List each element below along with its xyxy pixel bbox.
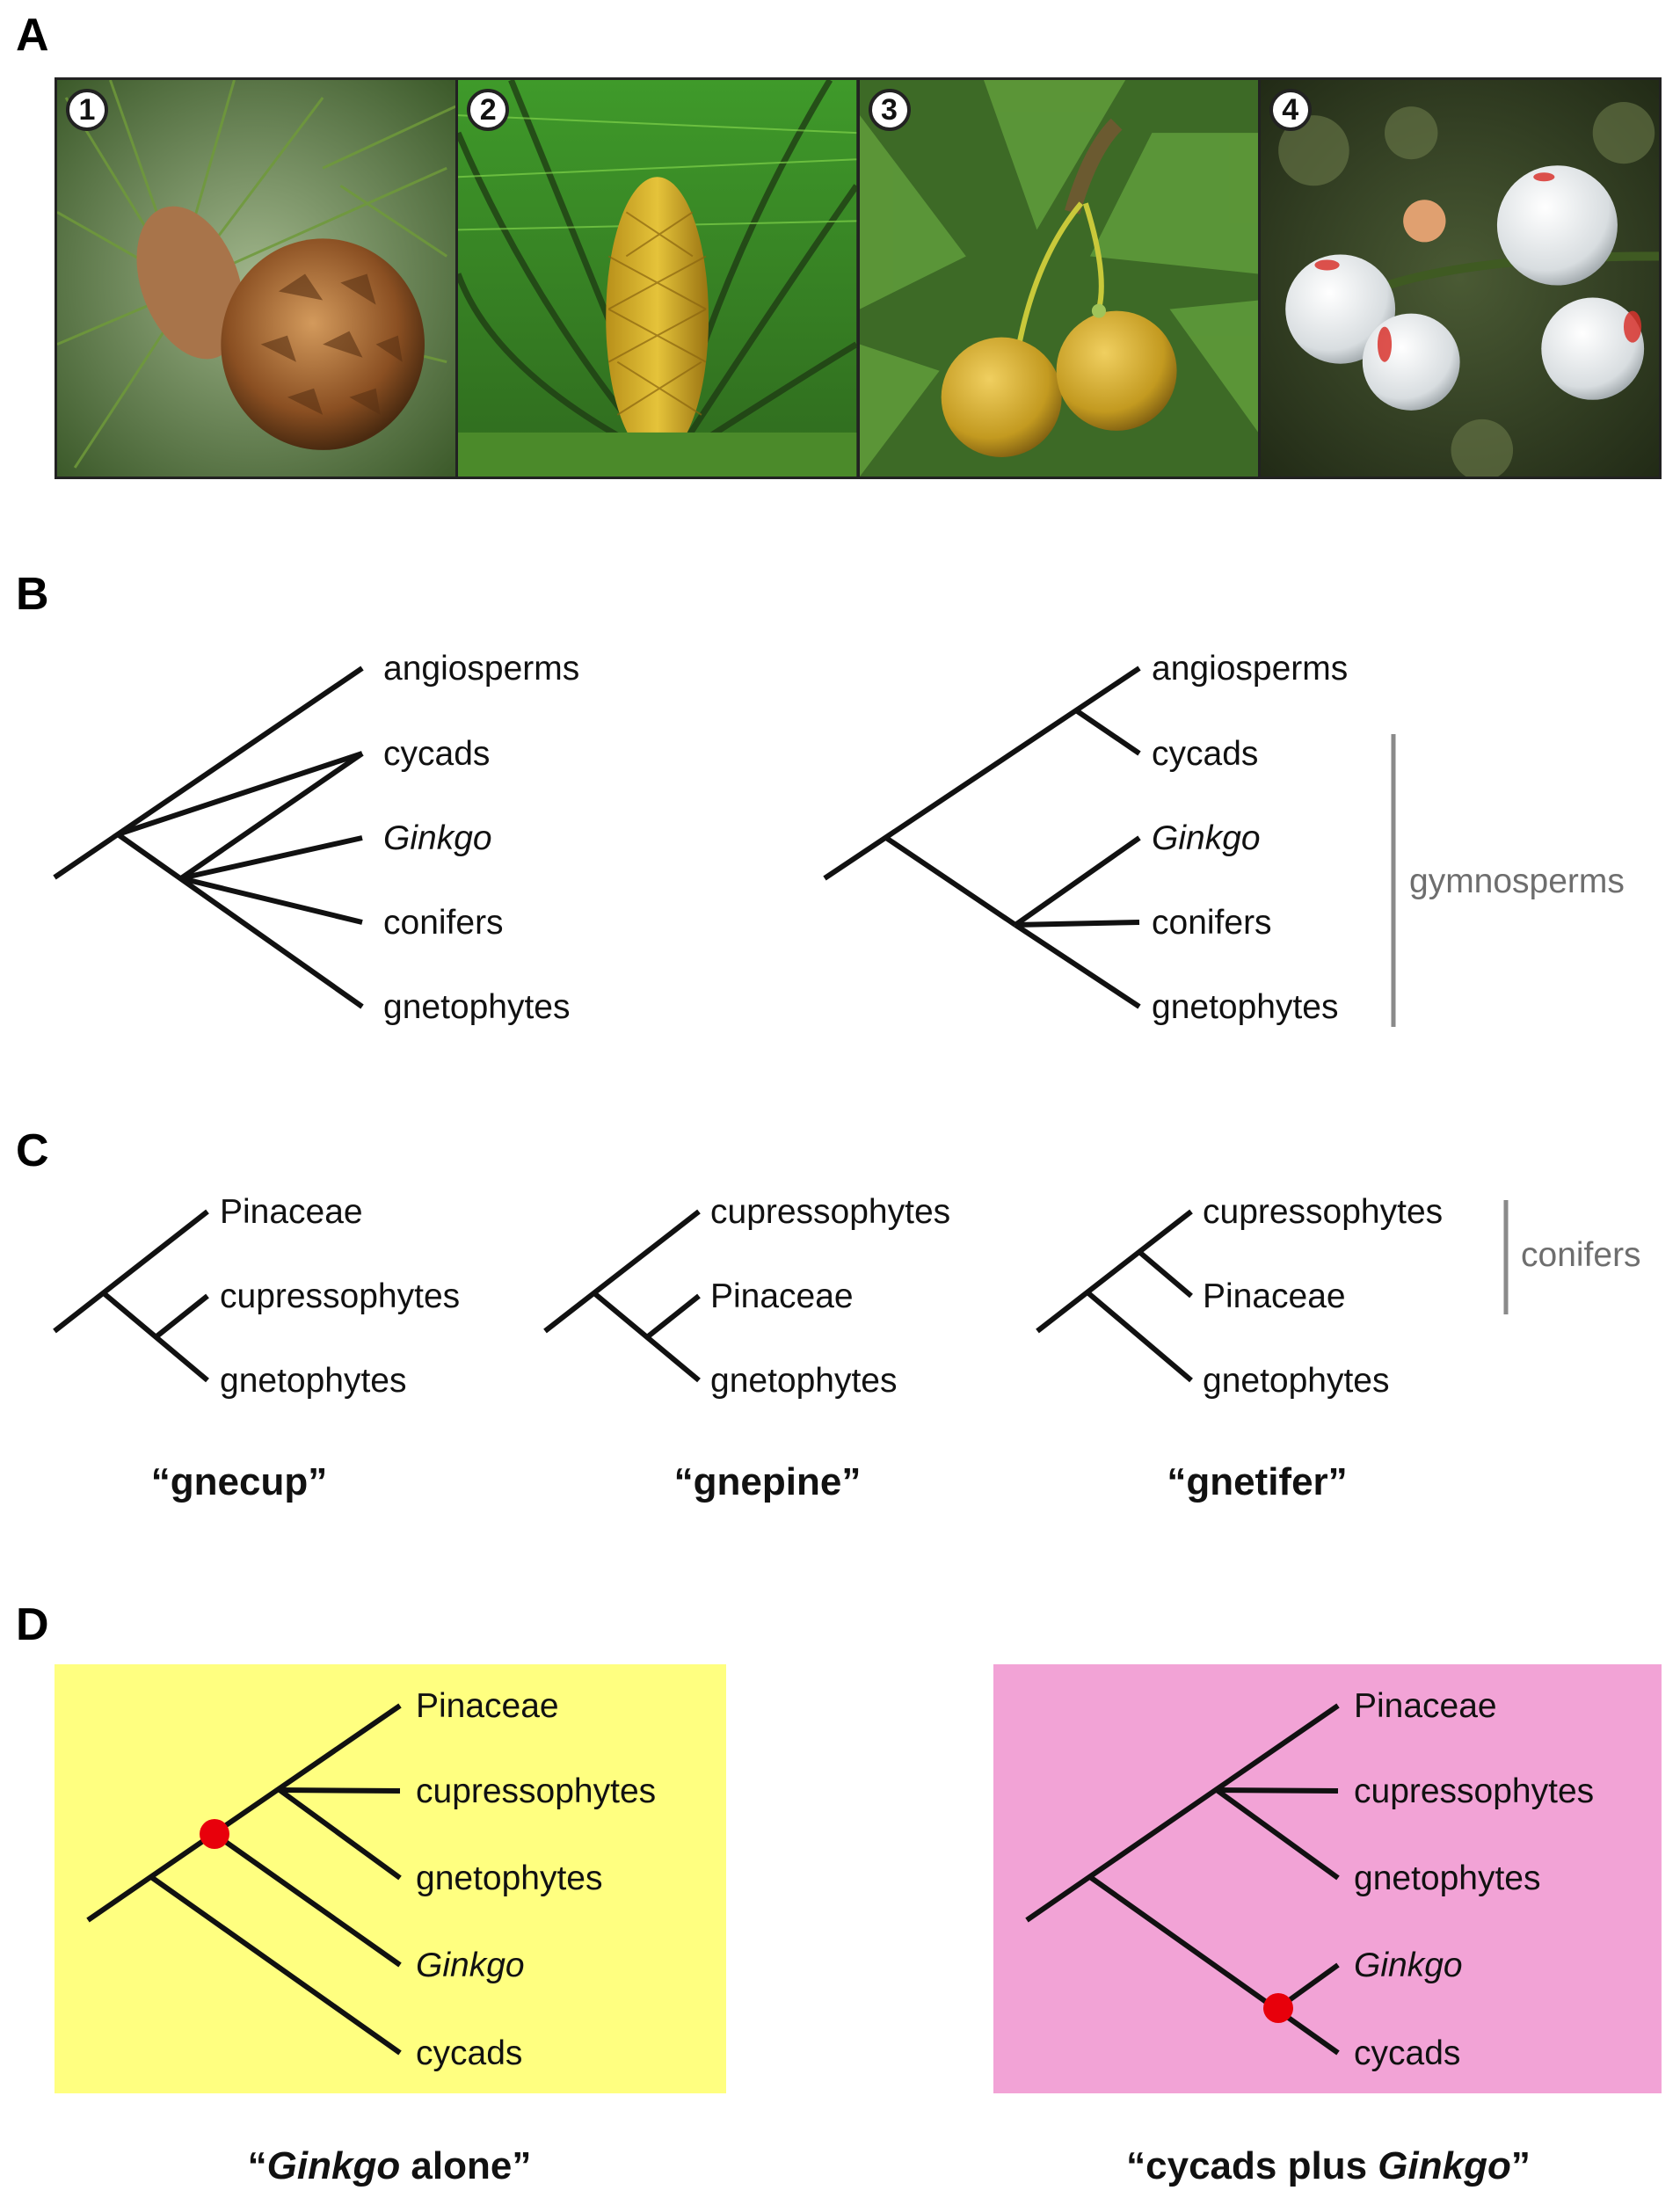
tree-caption: “gnecup” (151, 1460, 327, 1503)
conifers-label: conifers (1521, 1236, 1641, 1274)
taxon-label: angiosperms (1152, 650, 1348, 688)
taxon-label: Pinaceae (416, 1687, 559, 1725)
taxon-label: cycads (383, 735, 490, 773)
tree-caption: “Ginkgo alone” (248, 2144, 532, 2187)
taxon-label: Ginkgo (1354, 1947, 1463, 1984)
cycad-cone-illustration (458, 80, 857, 477)
panel-letter-a: A (16, 10, 49, 61)
panel-letter-b: B (16, 569, 49, 620)
panel-d-right-tree: Pinaceae cupressophytes gnetophytes Gink… (1025, 1687, 1594, 2187)
ginkgo-seeds-illustration (859, 80, 1258, 477)
taxon-label: gnetophytes (1354, 1859, 1541, 1897)
photo-number-badge: 4 (1269, 89, 1312, 131)
divergence-marker (200, 1819, 229, 1849)
taxon-label: Pinaceae (1203, 1277, 1346, 1315)
taxon-label: cycads (1354, 2034, 1460, 2072)
gymnosperms-label: gymnosperms (1409, 862, 1625, 900)
taxon-label: gnetophytes (383, 988, 571, 1026)
panel-letter-c: C (16, 1125, 49, 1176)
panel-d-left-tree: Pinaceae cupressophytes gnetophytes Gink… (86, 1687, 656, 2187)
ginkgo-alone-background (55, 1664, 726, 2093)
pine-cone-illustration (57, 80, 456, 477)
photo-strip: 1 2 (55, 77, 1662, 479)
taxon-label: gnetophytes (710, 1362, 898, 1400)
panel-c-tree-gnepine: cupressophytes Pinaceae gnetophytes “gne… (543, 1193, 950, 1503)
taxon-label: cycads (416, 2034, 522, 2072)
taxon-label: Pinaceae (220, 1193, 363, 1231)
pine-cone-photo: 1 (57, 80, 459, 477)
taxon-label: conifers (1152, 904, 1272, 942)
tree-caption: “cycads plus Ginkgo” (1126, 2144, 1531, 2187)
taxon-label: Ginkgo (416, 1947, 525, 1984)
photo-number-badge: 2 (467, 89, 510, 131)
taxon-label: Ginkgo (383, 819, 492, 857)
photo-number-badge: 3 (868, 89, 911, 131)
tree-caption: “gnepine” (674, 1460, 862, 1503)
tree-caption: “gnetifer” (1167, 1460, 1347, 1503)
white-berries-illustration (1260, 80, 1659, 477)
taxon-label: conifers (383, 904, 504, 942)
taxon-label: cupressophytes (1203, 1193, 1443, 1231)
taxon-label: cupressophytes (220, 1277, 460, 1315)
taxon-label: Pinaceae (1354, 1687, 1497, 1725)
panel-letter-d: D (16, 1599, 49, 1650)
taxon-label: Ginkgo (1152, 819, 1261, 857)
cycads-plus-ginkgo-background (993, 1664, 1662, 2093)
taxon-label: cupressophytes (1354, 1772, 1594, 1810)
panel-c-tree-gnetifer: cupressophytes Pinaceae gnetophytes “gne… (1036, 1193, 1641, 1503)
taxon-label: cycads (1152, 735, 1258, 773)
white-berries-photo: 4 (1260, 80, 1659, 477)
taxon-label: cupressophytes (710, 1193, 950, 1231)
taxon-label: cupressophytes (416, 1772, 656, 1810)
taxon-label: gnetophytes (416, 1859, 603, 1897)
ginkgo-seeds-photo: 3 (859, 80, 1261, 477)
taxon-label: Pinaceae (710, 1277, 854, 1315)
panel-b-left-tree: angiosperms cycads Ginkgo conifers gneto… (53, 650, 579, 1026)
cycad-cone-photo: 2 (458, 80, 860, 477)
panel-c-tree-gnecup: Pinaceae cupressophytes gnetophytes “gne… (53, 1193, 460, 1503)
taxon-label: gnetophytes (1203, 1362, 1390, 1400)
taxon-label: angiosperms (383, 650, 579, 688)
taxon-label: gnetophytes (1152, 988, 1339, 1026)
panel-b-right-tree: angiosperms cycads Ginkgo conifers gneto… (823, 650, 1625, 1027)
taxon-label: gnetophytes (220, 1362, 407, 1400)
photo-number-badge: 1 (66, 89, 108, 131)
divergence-marker (1263, 1993, 1293, 2023)
